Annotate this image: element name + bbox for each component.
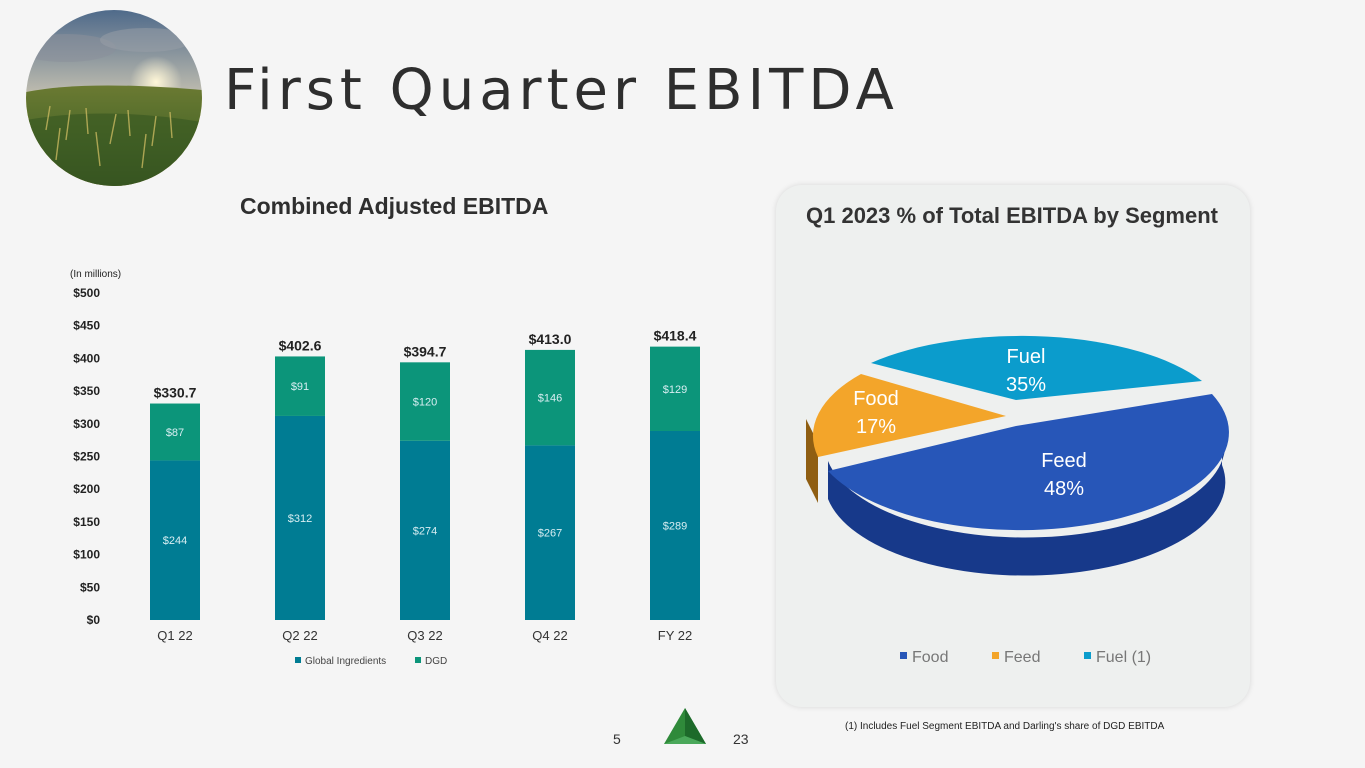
pie-legend-feed: Feed — [1004, 649, 1040, 666]
y-tick-label: $250 — [73, 450, 100, 464]
bar-value-label: $129 — [663, 384, 687, 396]
bar-dgd — [650, 346, 700, 431]
y-tick-label: $150 — [73, 515, 100, 529]
pie-chart: Food 17% Fuel 35% Feed 48% Food Feed Fue… — [806, 335, 1229, 666]
pie-legend-swatch-food — [900, 652, 907, 659]
pie-slice-feed-side — [828, 427, 1226, 576]
pie-label-fuel-value: 35% — [1006, 374, 1046, 396]
pie-slice-fuel — [871, 335, 1202, 400]
bar-value-label: $312 — [288, 513, 312, 525]
pie-legend-food: Food — [912, 649, 948, 666]
bar-value-label: $244 — [163, 535, 187, 547]
x-tick-label: Q1 22 — [157, 628, 192, 643]
bar-global-ingredients — [275, 415, 325, 620]
pie-slice-food — [812, 374, 1006, 457]
y-tick-label: $400 — [73, 351, 100, 365]
company-logo-icon — [664, 708, 706, 744]
bar-total-label: $330.7 — [154, 385, 197, 401]
y-tick-label: $500 — [73, 286, 100, 300]
bar-total-label: $418.4 — [654, 328, 697, 344]
pie-slice-feed — [828, 394, 1229, 531]
bar-global-ingredients — [525, 445, 575, 620]
pie-label-food-value: 17% — [856, 416, 896, 438]
y-tick-label: $0 — [87, 613, 101, 627]
pie-label-feed-value: 48% — [1044, 478, 1084, 500]
page-total: 23 — [733, 731, 749, 747]
bar-dgd — [150, 403, 200, 461]
pie-legend-swatch-fuel — [1084, 652, 1091, 659]
x-tick-label: Q2 22 — [282, 628, 317, 643]
y-tick-label: $100 — [73, 548, 100, 562]
bar-global-ingredients — [150, 460, 200, 620]
bar-value-label: $91 — [291, 381, 309, 393]
pie-chart-card: Q1 2023 % of Total EBITDA by Segment Foo… — [776, 185, 1250, 707]
bar-total-label: $402.6 — [279, 337, 322, 353]
bar-total-label: $394.7 — [404, 343, 447, 359]
pie-chart-title: Q1 2023 % of Total EBITDA by Segment — [806, 203, 1218, 228]
bar-value-label: $146 — [538, 393, 562, 405]
bar-value-label: $120 — [413, 397, 437, 409]
bar-global-ingredients — [400, 440, 450, 620]
bar-dgd — [400, 362, 450, 441]
x-tick-label: Q3 22 — [407, 628, 442, 643]
bar-value-label: $87 — [166, 427, 184, 439]
bar-dgd — [525, 349, 575, 446]
page-number: 5 — [613, 731, 621, 747]
pie-legend-swatch-feed — [992, 652, 999, 659]
y-tick-label: $450 — [73, 319, 100, 333]
footnote: (1) Includes Fuel Segment EBITDA and Dar… — [845, 721, 1165, 732]
bar-dgd — [275, 356, 325, 416]
bar-value-label: $289 — [663, 520, 687, 532]
y-tick-label: $50 — [80, 580, 100, 594]
pie-label-fuel-name: Fuel — [1007, 346, 1046, 368]
pie-label-feed-name: Feed — [1041, 450, 1087, 472]
y-tick-label: $200 — [73, 482, 100, 496]
bar-total-label: $413.0 — [529, 331, 572, 347]
pie-label-food-name: Food — [853, 388, 899, 410]
legend-swatch — [415, 657, 421, 663]
bar-chart-title: Combined Adjusted EBITDA — [240, 193, 549, 219]
y-tick-label: $300 — [73, 417, 100, 431]
x-tick-label: Q4 22 — [532, 628, 567, 643]
bar-value-label: $267 — [538, 528, 562, 540]
bar-chart: (In millions) $0 $50 $100 $150 $200 $250 $300 $… — [70, 269, 700, 667]
legend-label: Global Ingredients — [305, 656, 386, 667]
x-tick-label: FY 22 — [658, 628, 692, 643]
y-tick-label: $350 — [73, 384, 100, 398]
legend-swatch — [295, 657, 301, 663]
legend-label: DGD — [425, 656, 447, 667]
bar-global-ingredients — [650, 430, 700, 620]
bar-value-label: $274 — [413, 525, 437, 537]
pie-legend-fuel: Fuel (1) — [1096, 649, 1151, 666]
units-note: (In millions) — [70, 269, 121, 280]
page-title: First Quarter EBITDA — [224, 58, 899, 123]
sunset-field-photo — [26, 10, 202, 186]
